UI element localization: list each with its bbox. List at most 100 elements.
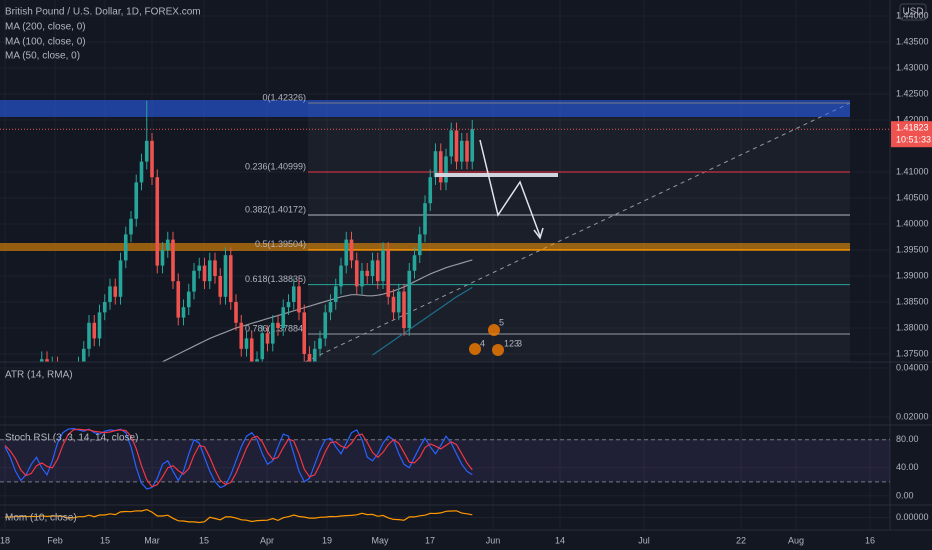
candle-body <box>454 130 459 162</box>
candle-body <box>176 281 181 318</box>
candle-body <box>391 296 396 313</box>
candle-body <box>244 338 249 349</box>
y-tick-label: 1.44000 <box>896 10 929 20</box>
indicator-line <box>4 427 473 490</box>
candle-body <box>291 286 296 302</box>
main-pane: 0(1.42326) 0.236(1.40999) 0.382(1.40172) 0.… <box>0 92 890 362</box>
x-tick-label: 18 <box>0 535 10 545</box>
candle-body <box>449 130 454 157</box>
x-tick-label: Feb <box>47 535 63 545</box>
indicator-pane: 80.00 40.00 0.00 Stoch RSI (3, 3, 14, 14, c… <box>0 427 919 500</box>
candle-body <box>470 129 475 162</box>
marker-icon[interactable] <box>492 344 504 356</box>
price-zone <box>0 242 850 251</box>
x-tick-label: 22 <box>736 535 746 545</box>
candle-body <box>113 286 118 297</box>
candle-body <box>223 255 228 297</box>
x-tick-label: Apr <box>260 535 274 545</box>
pane-title: ATR (14, RMA) <box>5 370 73 381</box>
candle-body <box>87 322 91 349</box>
candle-body <box>108 286 112 302</box>
candle-body <box>165 239 170 250</box>
fib-label: 0.382(1.40172) <box>245 204 306 214</box>
candle-body <box>186 291 191 308</box>
y-tick-label: 80.00 <box>896 434 919 444</box>
candle-body <box>39 359 44 362</box>
candle-body <box>45 359 49 362</box>
candle-body <box>213 260 217 276</box>
candle-body <box>333 286 338 302</box>
x-tick-label: Mar <box>144 535 160 545</box>
candle-body <box>360 270 364 287</box>
marker-icon[interactable] <box>488 324 500 336</box>
x-tick-label: 17 <box>425 535 435 545</box>
x-tick-label: May <box>371 535 389 545</box>
marker-label: 3 <box>517 338 522 348</box>
candle-body <box>234 301 238 323</box>
x-tick-label: Jun <box>486 535 501 545</box>
fib-label: 0.618(1.38835) <box>245 274 306 284</box>
candle-body <box>302 312 307 354</box>
y-tick-label: 1.43500 <box>896 36 929 46</box>
x-tick-label: Aug <box>788 535 804 545</box>
candle-body <box>160 249 165 266</box>
chart-title: British Pound / U.S. Dollar, 1D, FOREX.c… <box>5 7 201 18</box>
candle-body <box>249 338 254 362</box>
currency-box[interactable] <box>899 3 927 21</box>
candle-body <box>286 301 291 308</box>
y-tick-label: 1.37500 <box>896 348 929 358</box>
legend-entry: MA (200, close, 0) <box>5 22 86 33</box>
fib-label: 0.786(1.37884) <box>245 323 306 333</box>
x-tick-label: 16 <box>865 535 875 545</box>
moving-average <box>162 259 473 362</box>
x-tick-label: 19 <box>322 535 332 545</box>
x-tick-label: 15 <box>199 535 209 545</box>
candle-body <box>402 291 406 328</box>
support-line <box>435 173 558 177</box>
candle-body <box>255 359 259 362</box>
candle-body <box>129 218 133 235</box>
arrow-head <box>533 227 544 240</box>
y-tick-label: 1.43000 <box>896 62 929 72</box>
y-tick-label: 0.00000 <box>896 512 929 522</box>
candle-body <box>171 239 175 282</box>
candle-body <box>386 249 391 297</box>
y-tick-label: 1.40500 <box>896 192 929 202</box>
x-tick-label: 14 <box>555 535 565 545</box>
y-tick-label: 1.39000 <box>896 270 929 280</box>
candle-body <box>97 312 102 339</box>
candle-body <box>297 286 301 313</box>
candle-body <box>417 234 422 256</box>
y-tick-label: 0.04000 <box>896 362 929 372</box>
y-tick-label: 1.38500 <box>896 296 929 306</box>
pane-title: Mom (10, close) <box>5 513 77 524</box>
candle-body <box>92 322 97 339</box>
annotations: 4 5 123 3 <box>435 139 558 356</box>
indicator-line <box>4 508 473 524</box>
candle-body <box>134 182 139 219</box>
candle-body <box>281 307 286 328</box>
y-tick-label: 1.42500 <box>896 88 929 98</box>
marker-label: 123 <box>504 338 519 348</box>
candle-body <box>412 255 417 271</box>
candle-body <box>270 322 275 344</box>
candle-body <box>307 353 312 362</box>
candle-body <box>354 260 359 287</box>
countdown: 10:51:33 <box>896 135 931 145</box>
candle-body <box>318 338 322 349</box>
legend: British Pound / U.S. Dollar, 1D, FOREX.c… <box>5 7 201 62</box>
candle-body <box>150 140 154 178</box>
indicator-pane: 0.00000 Mom (10, close) <box>4 508 929 524</box>
candle-body <box>102 301 107 313</box>
candle-body <box>323 312 328 339</box>
last-price-box <box>891 121 932 148</box>
candle-body <box>81 348 86 362</box>
candle-body <box>260 333 265 360</box>
moving-average <box>372 286 473 356</box>
y-tick-label: 0.00 <box>896 490 914 500</box>
marker-icon[interactable] <box>469 343 481 355</box>
y-tick-label: 1.40000 <box>896 218 929 228</box>
